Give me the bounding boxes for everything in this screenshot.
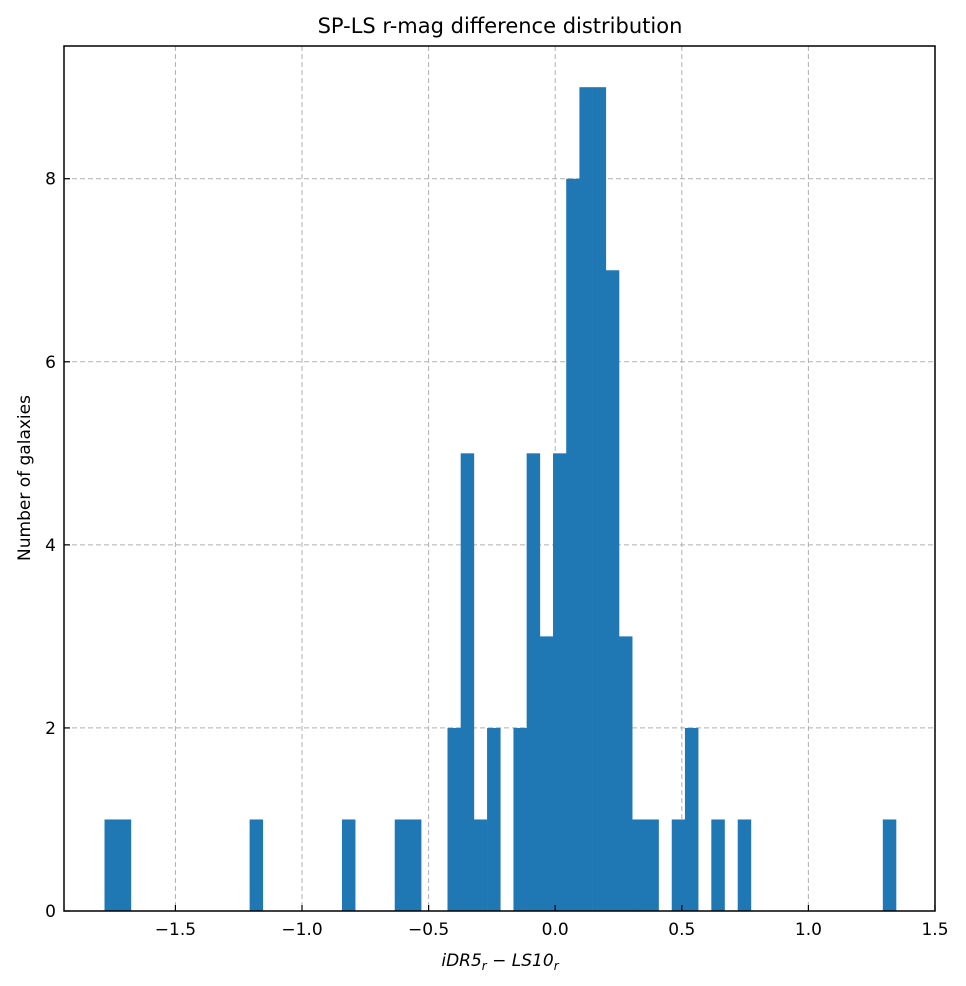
histogram-bar	[618, 636, 633, 911]
x-tick-label: 0.5	[668, 920, 695, 940]
histogram-bar	[737, 819, 752, 911]
x-tick-label: −1.0	[281, 920, 322, 940]
x-tick-label: −1.5	[155, 920, 196, 940]
x-tick-label: −0.5	[408, 920, 449, 940]
x-tick-label: 1.0	[795, 920, 822, 940]
histogram-bar	[473, 819, 488, 911]
histogram-bar	[592, 87, 607, 911]
histogram-bar	[684, 727, 699, 911]
histogram-bar	[645, 819, 659, 911]
histogram-bar	[566, 178, 580, 912]
x-axis-label: iDR5r − LS10r	[441, 951, 559, 973]
histogram-bar	[711, 819, 725, 911]
x-tick-label: 1.5	[921, 920, 948, 940]
y-tick-label: 4	[45, 536, 56, 556]
histogram-bar	[882, 819, 897, 911]
y-tick-label: 8	[45, 170, 56, 190]
histogram-bars	[104, 87, 897, 912]
histogram-bar	[605, 270, 620, 911]
histogram-bar	[579, 87, 593, 911]
x-label-subscript: r	[482, 959, 488, 973]
x-label-term: iDR5	[441, 951, 481, 971]
histogram-bar	[553, 453, 567, 911]
histogram-bar	[539, 636, 554, 911]
histogram-bar	[117, 819, 132, 911]
y-tick-label: 0	[45, 902, 56, 922]
chart-title: SP-LS r-mag difference distribution	[318, 14, 683, 38]
x-label-subscript: r	[554, 959, 560, 973]
y-tick-label: 2	[45, 719, 56, 739]
histogram-bar	[447, 727, 461, 911]
y-tick-label: 6	[45, 353, 56, 373]
histogram-bar	[394, 819, 409, 911]
histogram-bar	[407, 819, 422, 911]
histogram-bar	[526, 453, 541, 911]
grid-lines	[64, 46, 936, 912]
axis-ticks: −1.5 −1.0 −0.5 0.0 0.5 1.0 1.5 0 2 4 6 8	[45, 170, 948, 940]
histogram-bar	[671, 819, 686, 911]
x-tick-label: 0.0	[542, 920, 569, 940]
histogram-bar	[104, 819, 119, 911]
plot-frame	[63, 45, 936, 912]
histogram-bar	[460, 453, 475, 911]
x-label-operator: −	[487, 951, 512, 971]
histogram-bar	[632, 819, 646, 911]
x-label-term: LS10	[512, 951, 554, 971]
histogram-bar	[487, 727, 501, 911]
histogram-bar	[249, 819, 264, 911]
y-axis-label: Number of galaxies	[15, 395, 35, 561]
histogram-bar	[513, 727, 527, 911]
histogram-bar	[341, 819, 356, 911]
